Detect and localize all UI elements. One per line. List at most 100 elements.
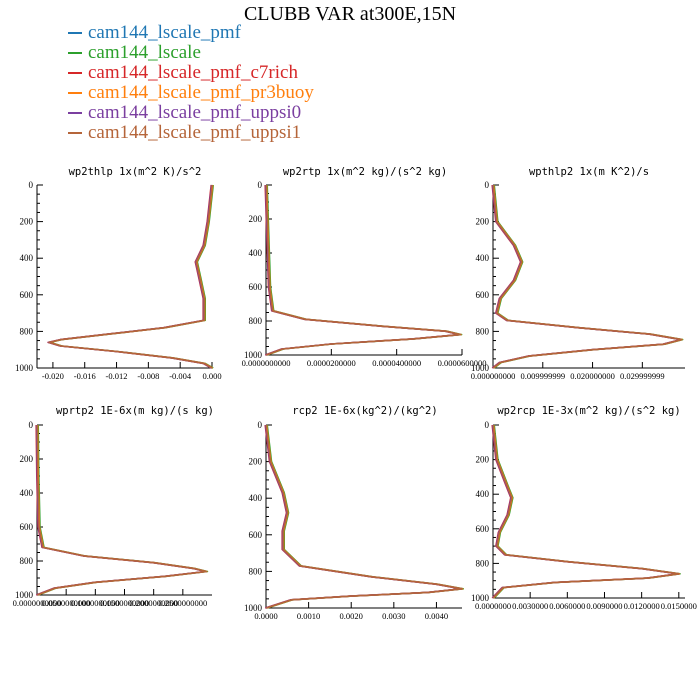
x-tick-label: 0.0090000	[586, 601, 622, 611]
y-tick-label: 400	[249, 493, 263, 503]
chart-panel: wp2thlp 1x(m^2 K)/s^2 0 200 400 600 800 1000 -0…	[15, 166, 222, 381]
legend-swatch	[68, 51, 82, 54]
chart-panel: wpthlp2 1x(m K^2)/s020040060080010000.00…	[471, 166, 685, 381]
series-line	[36, 424, 208, 596]
chart-panel: wprtp2 1E-6x(m kg)/(s kg) 0 200 400 600 800 10…	[13, 405, 214, 608]
x-tick-label: 0.020000000	[570, 371, 615, 381]
series-line	[49, 184, 214, 369]
y-tick-label: 400	[476, 253, 490, 263]
legend-item: cam144_lscale_pmf_uppsi0	[68, 103, 314, 123]
legend-label: cam144_lscale	[88, 42, 201, 63]
x-tick-label: -0.016	[74, 371, 96, 381]
series-line	[265, 424, 464, 609]
series-line	[491, 424, 680, 599]
series-line	[36, 424, 208, 596]
series-line	[36, 424, 207, 596]
legend-label: cam144_lscale_pmf_c7rich	[88, 62, 298, 83]
x-tick-label: 0.1500000000	[100, 598, 149, 608]
series-line	[47, 184, 212, 369]
legend-swatch	[68, 91, 82, 94]
legend-label: cam144_lscale_pmf_uppsi0	[88, 102, 302, 123]
y-tick-label: 600	[20, 290, 34, 300]
legend-item: cam144_lscale_pmf_c7rich	[68, 63, 314, 83]
y-tick-label: 1000	[471, 363, 490, 373]
series-line	[37, 424, 209, 596]
series-line	[491, 184, 682, 369]
x-tick-label: 0.0000	[254, 611, 277, 621]
panel-title: rcp2 1E-6x(kg^2)/(kg^2)	[292, 405, 437, 417]
series-line	[492, 424, 680, 599]
series-line	[48, 184, 214, 369]
x-tick-label: 0.0000000	[475, 601, 511, 611]
y-tick-label: 200	[249, 457, 263, 467]
series-line	[48, 184, 213, 369]
x-tick-label: 0.0000200000	[307, 358, 356, 368]
series-line	[492, 424, 680, 599]
y-tick-label: 800	[20, 556, 34, 566]
y-tick-label: 800	[249, 316, 263, 326]
series-line	[35, 424, 207, 596]
y-tick-label: 200	[476, 217, 490, 227]
x-tick-label: 0.0010	[297, 611, 320, 621]
y-tick-label: 1000	[244, 350, 263, 360]
series-line	[492, 184, 683, 369]
y-tick-label: 800	[249, 566, 263, 576]
legend-label: cam144_lscale_pmf_pr3buoy	[88, 82, 314, 103]
legend-item: cam144_lscale_pmf_uppsi1	[68, 123, 314, 143]
y-tick-label: 600	[476, 290, 490, 300]
y-tick-label: 0	[29, 180, 34, 190]
series-line	[493, 184, 684, 369]
x-tick-label: 0.000	[202, 371, 221, 381]
chart-panel: wp2rcp 1E-3x(m^2 kg)/(s^2 kg) 0 200 400 600 8…	[471, 405, 697, 611]
series-line	[492, 184, 683, 369]
y-tick-label: 600	[249, 282, 263, 292]
x-tick-label: -0.008	[137, 371, 159, 381]
panel-title: wp2rtp 1x(m^2 kg)/(s^2 kg)	[283, 166, 447, 178]
series-line	[265, 184, 462, 356]
y-tick-label: 200	[20, 217, 34, 227]
y-tick-label: 400	[20, 488, 34, 498]
x-tick-label: 0.0030000	[512, 601, 548, 611]
x-tick-label: 0.2000000000	[129, 598, 178, 608]
series-line	[491, 424, 679, 599]
chart-panel: rcp2 1E-6x(kg^2)/(kg^2) 0 200 400 600 800 1000…	[244, 405, 465, 621]
x-tick-label: 0.000000000	[471, 371, 516, 381]
x-tick-label: -0.004	[169, 371, 192, 381]
y-tick-label: 600	[476, 524, 490, 534]
legend-swatch	[68, 131, 82, 134]
y-tick-label: 200	[20, 454, 34, 464]
y-tick-label: 1000	[244, 603, 263, 613]
x-tick-label: 0.0000000000	[242, 358, 291, 368]
series-line	[264, 424, 463, 609]
series-line	[493, 424, 681, 599]
panel-title: wp2thlp 1x(m^2 K)/s^2	[69, 166, 202, 178]
y-tick-label: 200	[476, 455, 490, 465]
x-tick-label: 0.0040	[425, 611, 448, 621]
y-tick-label: 0	[485, 420, 490, 430]
x-tick-label: 0.029999999	[620, 371, 665, 381]
legend-item: cam144_lscale_pmf_pr3buoy	[68, 83, 314, 103]
legend: cam144_lscale_pmf cam144_lscale cam144_l…	[68, 23, 314, 143]
panel-title: wp2rcp 1E-3x(m^2 kg)/(s^2 kg)	[497, 405, 680, 417]
series-line	[264, 424, 463, 609]
panel-title: wprtp2 1E-6x(m kg)/(s kg)	[56, 405, 214, 417]
legend-swatch	[68, 111, 82, 114]
series-line	[265, 424, 463, 609]
x-tick-label: 0.0060000	[549, 601, 585, 611]
figure-title: CLUBB VAR at300E,15N	[243, 3, 457, 25]
legend-swatch	[68, 31, 82, 34]
series-line	[35, 424, 207, 596]
y-tick-label: 400	[249, 248, 263, 258]
y-tick-label: 0	[258, 180, 263, 190]
x-tick-label: 0.0030	[382, 611, 405, 621]
x-tick-label: 0.0000400000	[372, 358, 421, 368]
y-tick-label: 0	[485, 180, 490, 190]
series-line	[491, 184, 682, 369]
y-tick-label: 800	[476, 326, 490, 336]
y-tick-label: 1000	[15, 363, 34, 373]
x-tick-label: 0.0000600000	[438, 358, 487, 368]
y-tick-label: 1000	[15, 590, 34, 600]
chart-panel: wp2rtp 1x(m^2 kg)/(s^2 kg) 0 200 400 600 800 1…	[242, 166, 487, 368]
x-tick-label: 0.009999999	[520, 371, 565, 381]
